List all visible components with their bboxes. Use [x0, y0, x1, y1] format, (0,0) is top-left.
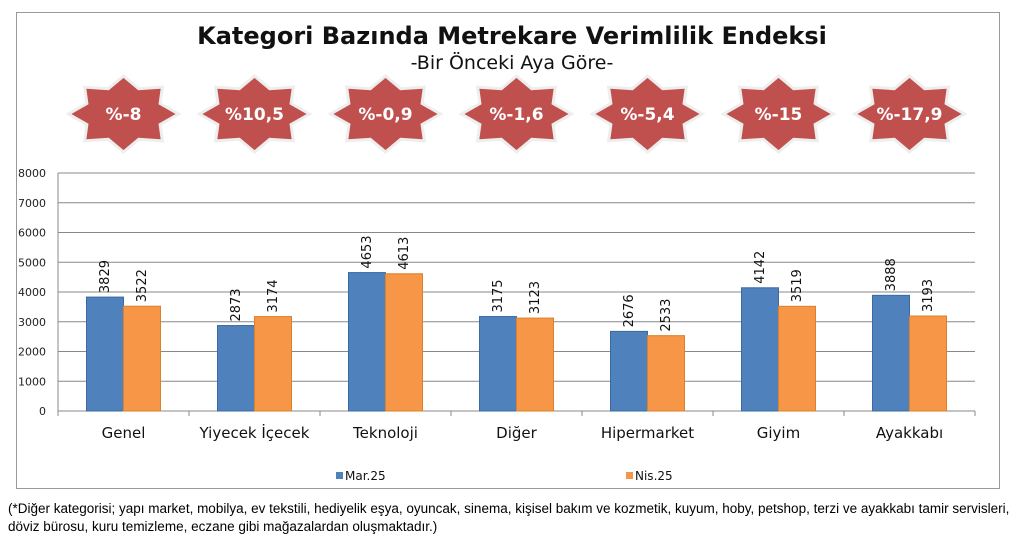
bar-Nis.25 [516, 317, 554, 412]
change-badge [458, 74, 575, 154]
change-badge [196, 74, 313, 154]
bar-Nis.25 [385, 273, 423, 412]
bar-Nis.25 [254, 316, 292, 412]
data-label: 4653 [360, 235, 375, 268]
data-label: 2533 [659, 299, 674, 332]
legend-swatch [336, 472, 343, 479]
bar-Nis.25 [647, 335, 685, 412]
change-label: %10,5 [225, 105, 284, 125]
data-label: 3519 [790, 269, 805, 302]
y-tick-label: 8000 [18, 167, 46, 180]
bar-Mar.25 [872, 294, 910, 412]
legend-label: Nis.25 [635, 469, 673, 483]
change-badge [851, 74, 968, 154]
bar-Mar.25 [86, 296, 124, 412]
legend-label: Mar.25 [345, 469, 386, 483]
chart-title: Kategori Bazında Metrekare Verimlilik En… [197, 22, 827, 50]
change-label: %-5,4 [620, 105, 674, 125]
y-tick-label: 6000 [18, 227, 46, 240]
chart-subtitle: -Bir Önceki Aya Göre- [410, 52, 614, 74]
bar-Mar.25 [741, 287, 779, 412]
chart-frame [16, 12, 1000, 489]
data-label: 3888 [884, 258, 899, 291]
bar-Mar.25 [348, 272, 386, 412]
change-label: %-1,6 [489, 105, 543, 125]
change-label: %-8 [106, 105, 142, 125]
change-label: %-17,9 [876, 105, 942, 125]
y-tick-label: 5000 [18, 256, 46, 269]
x-tick-label: Yiyecek İçecek [199, 423, 310, 442]
footnote: (*Diğer kategorisi; yapı market, mobilya… [8, 501, 1010, 534]
change-label: %-0,9 [358, 105, 412, 125]
bar-Mar.25 [217, 325, 255, 412]
change-badge [720, 74, 837, 154]
change-badge [327, 74, 444, 154]
y-tick-label: 4000 [18, 286, 46, 299]
data-label: 3829 [98, 260, 113, 293]
y-tick-label: 1000 [18, 375, 46, 388]
bar-Nis.25 [909, 315, 947, 412]
y-tick-label: 3000 [18, 316, 46, 329]
bar-Mar.25 [610, 330, 648, 412]
y-tick-label: 2000 [18, 346, 46, 359]
bar-Mar.25 [479, 316, 517, 412]
bar-Nis.25 [778, 305, 816, 412]
data-label: 4142 [753, 251, 768, 284]
change-label: %-15 [755, 105, 803, 125]
x-tick-label: Diğer [496, 424, 537, 442]
bar-Nis.25 [123, 305, 161, 412]
data-label: 3174 [266, 279, 281, 312]
y-tick-label: 7000 [18, 197, 46, 210]
data-label: 2873 [229, 288, 244, 321]
data-label: 3123 [528, 281, 543, 314]
data-label: 2676 [622, 294, 637, 327]
data-label: 4613 [397, 237, 412, 270]
x-tick-label: Hipermarket [601, 424, 694, 442]
x-tick-label: Giyim [757, 424, 800, 442]
y-tick-label: 0 [39, 405, 46, 418]
x-tick-label: Genel [102, 424, 146, 442]
x-tick-label: Ayakkabı [876, 424, 943, 442]
data-label: 3175 [491, 279, 506, 312]
change-badge [65, 74, 182, 154]
legend-swatch [626, 472, 633, 479]
x-tick-label: Teknoloji [352, 424, 418, 442]
data-label: 3193 [921, 279, 936, 312]
change-badge [589, 74, 706, 154]
data-label: 3522 [135, 269, 150, 302]
